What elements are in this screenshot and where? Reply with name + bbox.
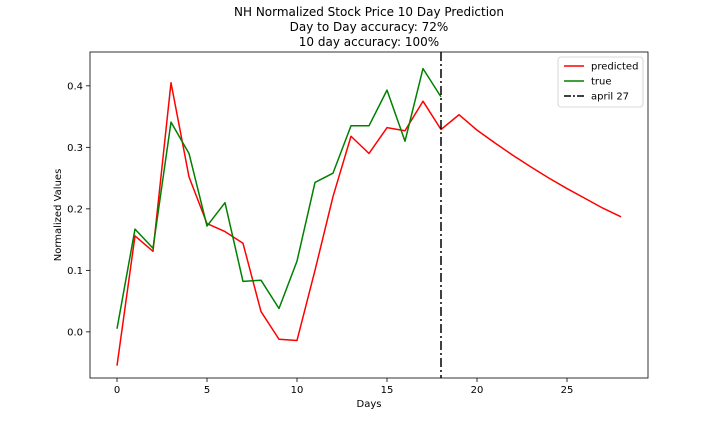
y-axis-label: Normalized Values <box>53 169 64 262</box>
x-tick-label: 15 <box>381 385 394 396</box>
x-axis-label: Days <box>357 399 382 410</box>
series-line-true <box>116 67 442 329</box>
y-tick-label: 0.3 <box>67 143 83 154</box>
legend-box <box>557 56 644 108</box>
legend-label: april 27 <box>591 92 629 103</box>
legend: predicted true april 27 <box>557 56 644 108</box>
y-tick-label: 0.2 <box>67 204 83 215</box>
x-axis: 0 5 10 15 20 25 <box>114 378 574 396</box>
plot-area <box>89 51 649 379</box>
chart-title: NH Normalized Stock Price 10 Day Predict… <box>234 5 504 49</box>
x-tick-label: 10 <box>291 385 304 396</box>
x-tick-label: 20 <box>471 385 484 396</box>
x-tick-label: 25 <box>561 385 574 396</box>
y-tick-label: 0.0 <box>67 327 83 338</box>
title-line: 10 day accuracy: 100% <box>299 35 439 49</box>
y-tick-label: 0.1 <box>67 266 83 277</box>
legend-label: predicted <box>591 62 638 73</box>
x-tick-label: 0 <box>114 385 120 396</box>
y-axis: 0.0 0.1 0.2 0.3 0.4 <box>67 81 90 338</box>
legend-label: true <box>591 77 612 88</box>
series-line-predicted <box>116 82 622 366</box>
x-tick-label: 5 <box>204 385 210 396</box>
y-tick-label: 0.4 <box>67 81 83 92</box>
title-line: NH Normalized Stock Price 10 Day Predict… <box>234 5 504 19</box>
series-lines <box>116 52 622 378</box>
title-line: Day to Day accuracy: 72% <box>290 20 449 34</box>
